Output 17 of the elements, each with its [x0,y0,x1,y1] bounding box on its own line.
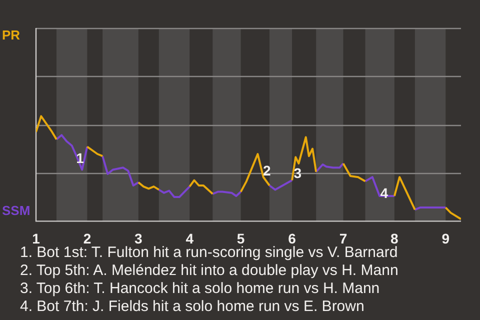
x-tick-label: 5 [236,230,245,246]
x-tick-label: 4 [186,230,194,246]
x-tick-label: 3 [134,230,143,246]
x-tick-label: 6 [288,230,296,246]
text: 1. Bot 1st: T. Fulton hit a run-scoring single vs V. Barnard [20,244,398,262]
annotation: 3 [294,164,302,181]
text: 2. Top 5th: A. Meléndez hit into a double play vs H. Mann [20,262,398,280]
x-tick-label: 2 [83,230,92,246]
x-tick-label: 7 [339,230,348,246]
x-tick-label: 9 [442,230,450,246]
text: 4. Bot 7th: J. Fields hit a solo home run vs E. Brown [20,298,366,316]
text: SSM [2,202,30,218]
annotation: 2 [263,162,272,179]
x-tick-label: 8 [390,230,399,246]
text: 3. Top 6th: T. Hancock hit a solo home run vs H. Mann [20,280,381,298]
text: PR [2,28,21,43]
x-tick-label: 1 [32,230,40,246]
